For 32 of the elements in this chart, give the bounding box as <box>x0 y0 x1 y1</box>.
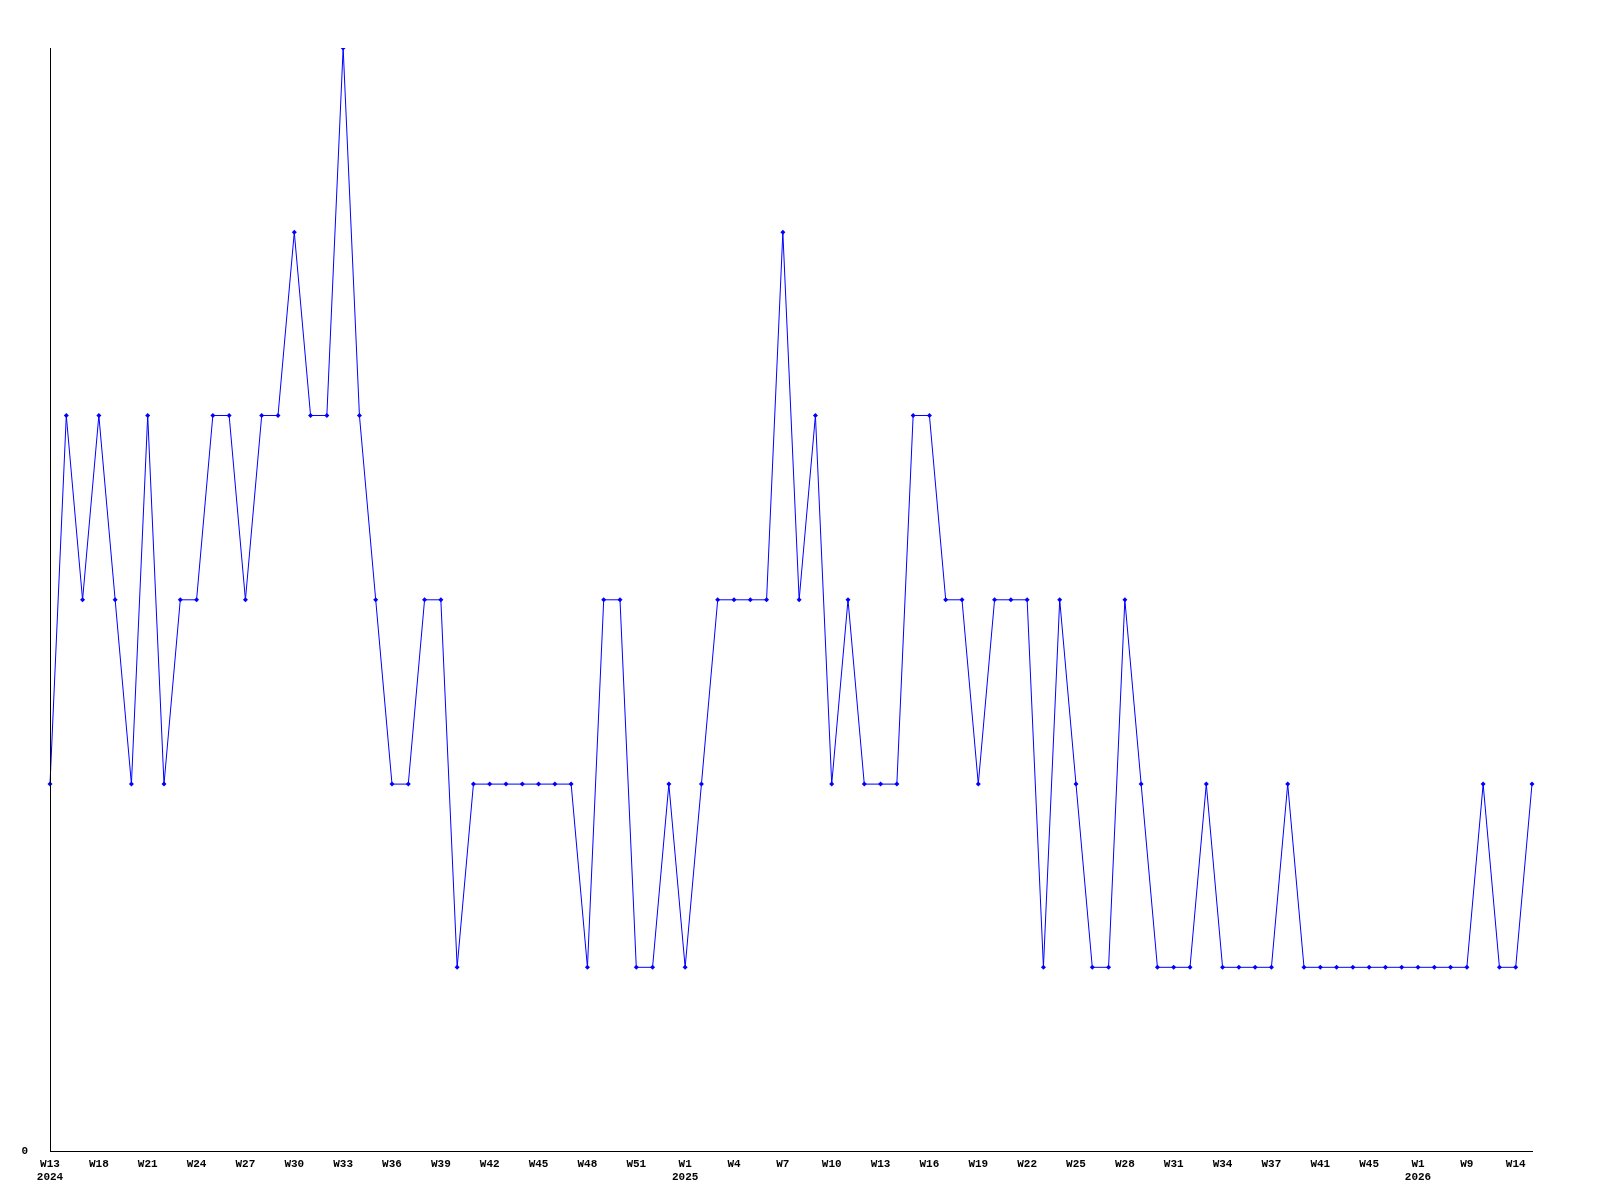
x-tick-label: W37 <box>1261 1157 1282 1170</box>
x-tick-label: W28 <box>1114 1157 1136 1170</box>
x-tick-label: W4 <box>727 1157 741 1170</box>
x-tick-label: W51 <box>626 1157 647 1170</box>
x-tick-label: W1 2026 <box>1404 1157 1432 1184</box>
x-tick-label: W45 <box>1359 1157 1380 1170</box>
x-tick-label: W31 <box>1163 1157 1185 1170</box>
x-tick-label: W33 <box>333 1157 354 1170</box>
x-tick-label: W19 <box>968 1157 989 1170</box>
x-tick-label: W24 <box>186 1157 207 1170</box>
x-tick-label: W14 <box>1505 1157 1527 1170</box>
x-tick-label: W25 <box>1066 1157 1087 1170</box>
x-tick-label: W27 <box>235 1157 256 1170</box>
x-tick-label: W41 <box>1310 1157 1331 1170</box>
x-tick-label: W36 <box>382 1157 402 1170</box>
x-tick-label: W7 <box>776 1157 790 1170</box>
x-tick-label: W34 <box>1212 1157 1233 1170</box>
x-tick-label: W10 <box>821 1157 842 1170</box>
x-tick-label: W48 <box>577 1157 598 1170</box>
x-tick-label: W39 <box>430 1157 451 1170</box>
x-tick-label: W13 2024 <box>36 1157 64 1184</box>
x-tick-label: W9 <box>1460 1157 1474 1170</box>
x-tick-label: W21 <box>137 1157 159 1170</box>
x-tick-label: W45 <box>528 1157 549 1170</box>
text: 0 <box>21 1145 28 1158</box>
x-tick-label: W1 2025 <box>671 1157 699 1184</box>
x-tick-label: W30 <box>284 1157 305 1170</box>
x-tick-label: W22 <box>1017 1157 1038 1170</box>
x-tick-label: W13 <box>870 1157 891 1170</box>
x-tick-label: W42 <box>479 1157 500 1170</box>
x-tick-label: W18 <box>88 1157 110 1170</box>
x-tick-label: W16 <box>919 1157 940 1170</box>
